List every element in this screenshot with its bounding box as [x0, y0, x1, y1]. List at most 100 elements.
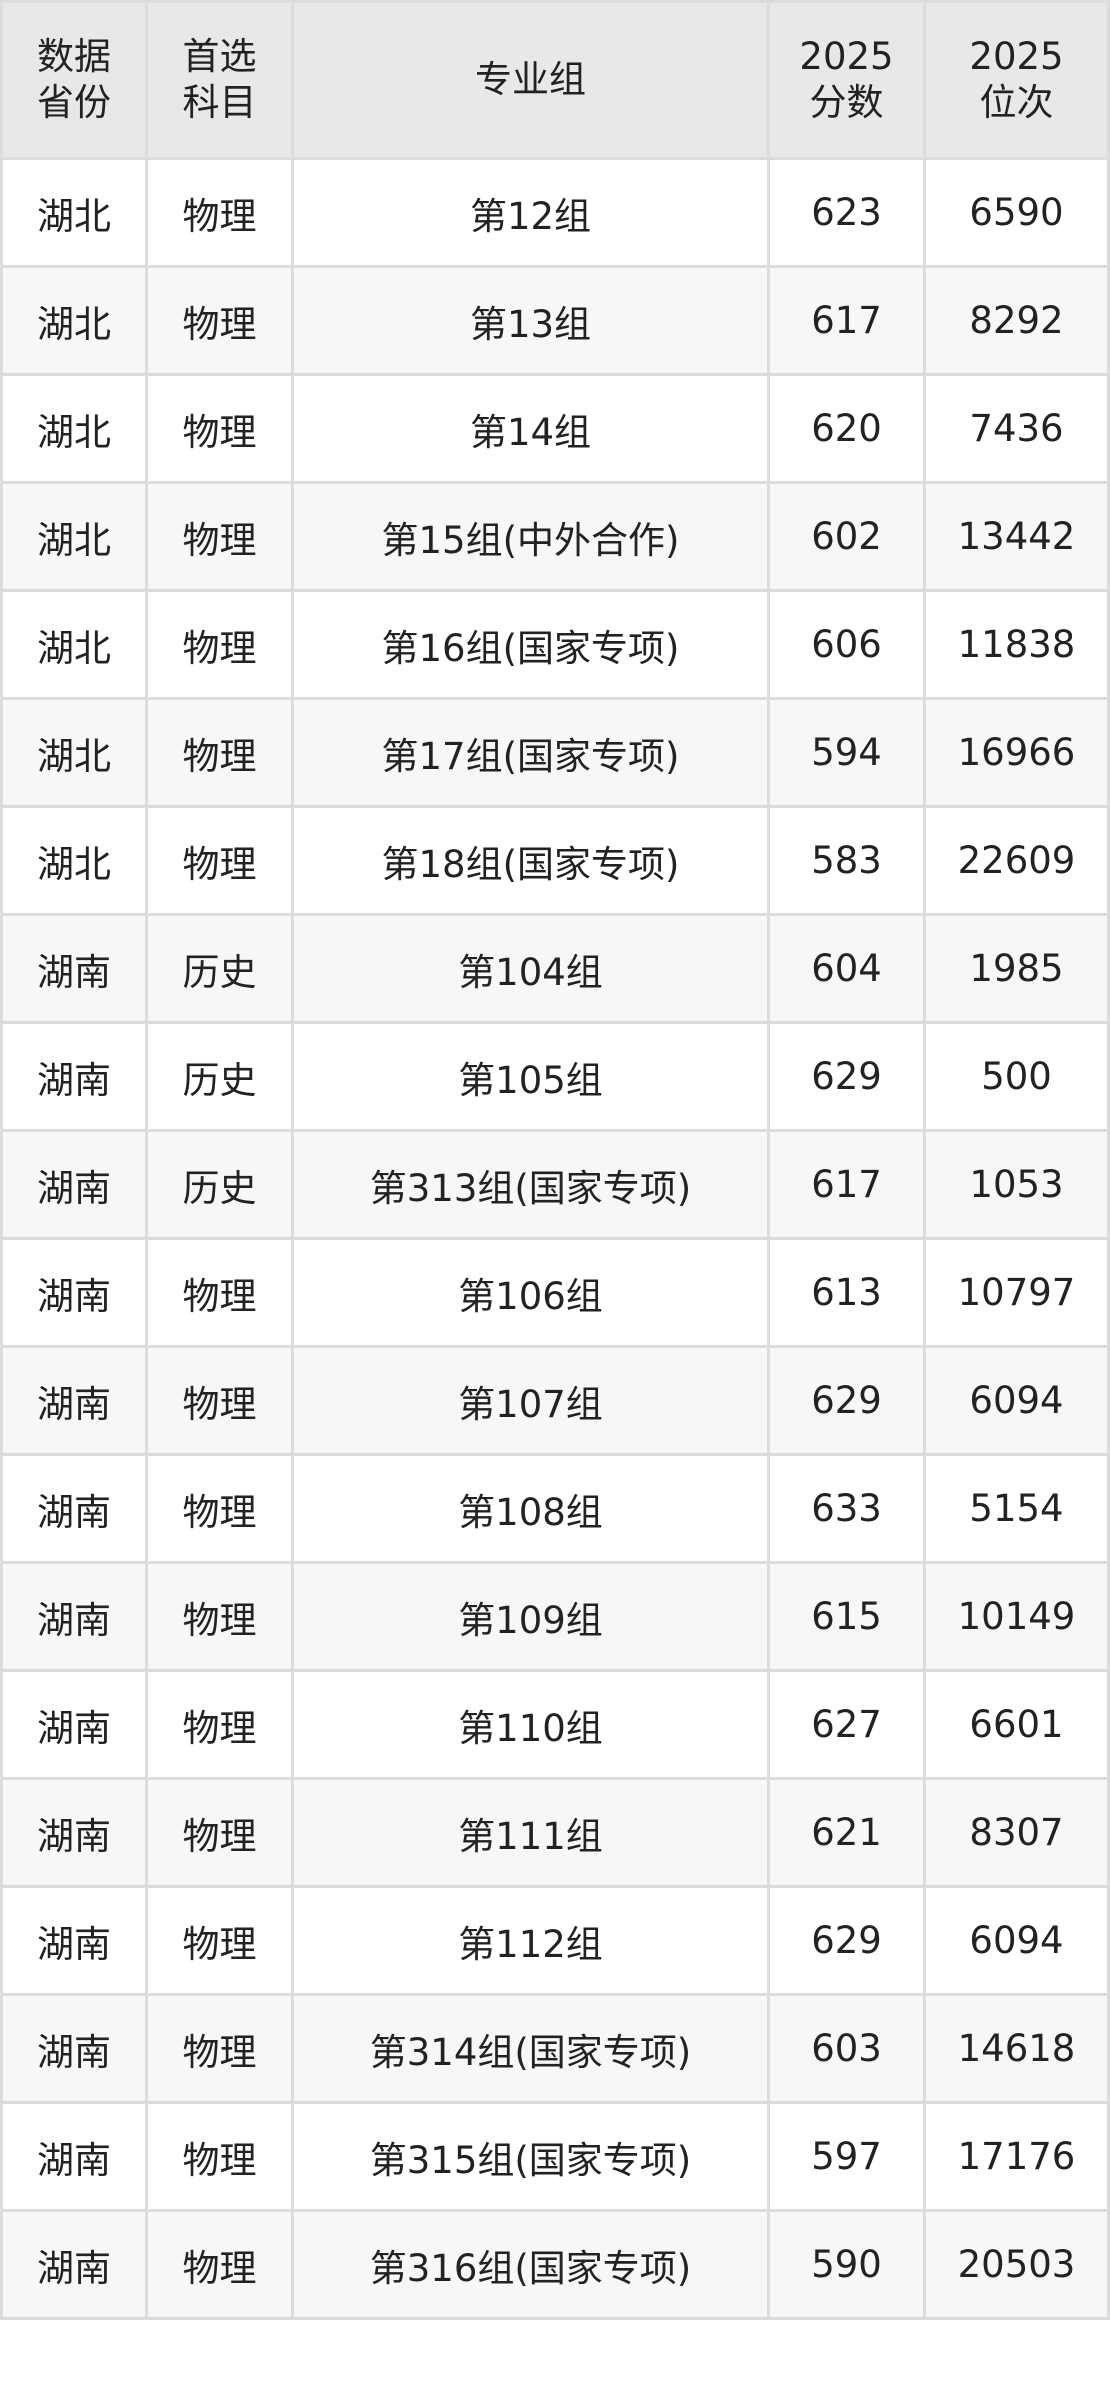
subject-cell: 物理: [145, 1453, 294, 1564]
major-group-cell: 第13组: [291, 265, 770, 376]
major-group-cell: 第17组(国家专项): [291, 697, 770, 808]
province-cell: 湖南: [0, 1993, 148, 2104]
province-cell: 湖南: [0, 2209, 148, 2320]
header-subject: 首选 科目: [145, 0, 294, 160]
rank-cell: 8307: [923, 1777, 1110, 1888]
rank-cell: 1985: [923, 913, 1110, 1024]
table-row: 湖南 物理 第106组 613 10797: [0, 1237, 1110, 1348]
table-row: 湖南 物理 第112组 629 6094: [0, 1885, 1110, 1996]
rank-cell: 8292: [923, 265, 1110, 376]
table-row: 湖北 物理 第14组 620 7436: [0, 373, 1110, 484]
province-cell: 湖南: [0, 1021, 148, 1132]
score-cell: 629: [767, 1021, 926, 1132]
score-cell: 597: [767, 2101, 926, 2212]
subject-cell: 物理: [145, 1669, 294, 1780]
province-cell: 湖南: [0, 1237, 148, 1348]
admission-score-table: 数据 省份 首选 科目 专业组 2025 分数 2025 位次 湖北 物理 第12组 623 6590 湖…: [0, 0, 1110, 2320]
table-row: 湖南 物理 第315组(国家专项) 597 17176: [0, 2101, 1110, 2212]
major-group-cell: 第18组(国家专项): [291, 805, 770, 916]
subject-cell: 物理: [145, 2209, 294, 2320]
table-row: 湖北 物理 第18组(国家专项) 583 22609: [0, 805, 1110, 916]
score-cell: 629: [767, 1345, 926, 1456]
table-row: 湖南 历史 第104组 604 1985: [0, 913, 1110, 1024]
score-cell: 617: [767, 1129, 926, 1240]
major-group-cell: 第14组: [291, 373, 770, 484]
major-group-cell: 第107组: [291, 1345, 770, 1456]
rank-cell: 6590: [923, 157, 1110, 268]
subject-cell: 物理: [145, 697, 294, 808]
province-cell: 湖南: [0, 1885, 148, 1996]
rank-cell: 14618: [923, 1993, 1110, 2104]
score-cell: 627: [767, 1669, 926, 1780]
province-cell: 湖南: [0, 1345, 148, 1456]
major-group-cell: 第108组: [291, 1453, 770, 1564]
subject-cell: 物理: [145, 2101, 294, 2212]
table-row: 湖南 物理 第111组 621 8307: [0, 1777, 1110, 1888]
table-row: 湖南 物理 第109组 615 10149: [0, 1561, 1110, 1672]
table-row: 湖南 物理 第110组 627 6601: [0, 1669, 1110, 1780]
major-group-cell: 第16组(国家专项): [291, 589, 770, 700]
rank-cell: 6094: [923, 1345, 1110, 1456]
table-row: 湖北 物理 第15组(中外合作) 602 13442: [0, 481, 1110, 592]
subject-cell: 物理: [145, 589, 294, 700]
major-group-cell: 第315组(国家专项): [291, 2101, 770, 2212]
score-cell: 629: [767, 1885, 926, 1996]
province-cell: 湖北: [0, 805, 148, 916]
table-row: 湖南 历史 第313组(国家专项) 617 1053: [0, 1129, 1110, 1240]
score-cell: 590: [767, 2209, 926, 2320]
subject-cell: 物理: [145, 157, 294, 268]
province-cell: 湖北: [0, 697, 148, 808]
score-cell: 606: [767, 589, 926, 700]
province-cell: 湖北: [0, 157, 148, 268]
rank-cell: 500: [923, 1021, 1110, 1132]
major-group-cell: 第316组(国家专项): [291, 2209, 770, 2320]
table-header-row: 数据 省份 首选 科目 专业组 2025 分数 2025 位次: [0, 0, 1110, 160]
score-cell: 633: [767, 1453, 926, 1564]
rank-cell: 20503: [923, 2209, 1110, 2320]
subject-cell: 物理: [145, 1777, 294, 1888]
province-cell: 湖南: [0, 1669, 148, 1780]
major-group-cell: 第105组: [291, 1021, 770, 1132]
rank-cell: 6601: [923, 1669, 1110, 1780]
score-cell: 604: [767, 913, 926, 1024]
province-cell: 湖南: [0, 913, 148, 1024]
subject-cell: 物理: [145, 481, 294, 592]
province-cell: 湖南: [0, 1777, 148, 1888]
score-cell: 583: [767, 805, 926, 916]
province-cell: 湖北: [0, 589, 148, 700]
score-cell: 602: [767, 481, 926, 592]
score-cell: 623: [767, 157, 926, 268]
major-group-cell: 第109组: [291, 1561, 770, 1672]
major-group-cell: 第15组(中外合作): [291, 481, 770, 592]
header-province: 数据 省份: [0, 0, 148, 160]
subject-cell: 物理: [145, 805, 294, 916]
subject-cell: 物理: [145, 1993, 294, 2104]
province-cell: 湖南: [0, 1129, 148, 1240]
subject-cell: 历史: [145, 1021, 294, 1132]
score-cell: 615: [767, 1561, 926, 1672]
province-cell: 湖北: [0, 373, 148, 484]
table-row: 湖南 物理 第316组(国家专项) 590 20503: [0, 2209, 1110, 2320]
rank-cell: 10149: [923, 1561, 1110, 1672]
table-row: 湖南 历史 第105组 629 500: [0, 1021, 1110, 1132]
score-cell: 603: [767, 1993, 926, 2104]
major-group-cell: 第112组: [291, 1885, 770, 1996]
province-cell: 湖北: [0, 265, 148, 376]
rank-cell: 10797: [923, 1237, 1110, 1348]
province-cell: 湖南: [0, 2101, 148, 2212]
table-row: 湖北 物理 第13组 617 8292: [0, 265, 1110, 376]
table-row: 湖北 物理 第12组 623 6590: [0, 157, 1110, 268]
rank-cell: 22609: [923, 805, 1110, 916]
subject-cell: 物理: [145, 1345, 294, 1456]
province-cell: 湖北: [0, 481, 148, 592]
table-row: 湖南 物理 第107组 629 6094: [0, 1345, 1110, 1456]
rank-cell: 6094: [923, 1885, 1110, 1996]
header-score: 2025 分数: [767, 0, 926, 160]
province-cell: 湖南: [0, 1453, 148, 1564]
table-row: 湖北 物理 第17组(国家专项) 594 16966: [0, 697, 1110, 808]
subject-cell: 历史: [145, 1129, 294, 1240]
table-row: 湖北 物理 第16组(国家专项) 606 11838: [0, 589, 1110, 700]
table-row: 湖南 物理 第314组(国家专项) 603 14618: [0, 1993, 1110, 2104]
major-group-cell: 第111组: [291, 1777, 770, 1888]
rank-cell: 5154: [923, 1453, 1110, 1564]
